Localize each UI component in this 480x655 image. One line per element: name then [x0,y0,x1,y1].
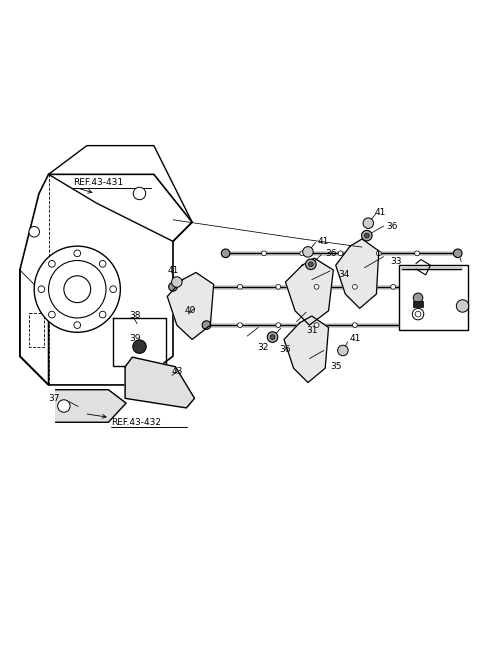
Circle shape [238,323,242,328]
Polygon shape [286,258,333,325]
Circle shape [314,323,319,328]
Text: REF.43-432: REF.43-432 [111,418,161,427]
Circle shape [309,262,313,267]
Circle shape [364,233,369,238]
Circle shape [306,259,316,270]
Polygon shape [284,316,328,383]
Text: 41: 41 [318,237,329,246]
Circle shape [64,276,91,303]
Text: 31: 31 [306,326,318,335]
Circle shape [238,284,242,290]
Circle shape [270,335,275,339]
Bar [413,301,423,307]
Text: REF.43-431: REF.43-431 [73,178,123,187]
Circle shape [276,323,281,328]
Circle shape [376,251,381,255]
Circle shape [99,311,106,318]
Circle shape [352,323,357,328]
Text: 36: 36 [386,221,397,231]
Circle shape [415,251,420,255]
Text: 3: 3 [412,292,418,301]
Bar [399,265,468,330]
Circle shape [110,286,117,293]
Circle shape [58,400,70,412]
Text: 1: 1 [460,267,466,276]
Circle shape [415,311,421,317]
Text: 41: 41 [412,293,424,303]
Text: 41: 41 [167,265,179,274]
Text: 38: 38 [129,311,141,320]
Circle shape [74,250,81,257]
Circle shape [99,261,106,267]
Text: 43: 43 [172,367,183,376]
Circle shape [267,332,278,343]
Polygon shape [56,390,126,422]
Text: 36: 36 [325,249,336,258]
Circle shape [48,261,106,318]
Circle shape [48,311,55,318]
Circle shape [338,251,343,255]
Text: 2: 2 [435,301,441,310]
Text: 32: 32 [257,343,269,352]
Circle shape [168,282,177,291]
Circle shape [352,284,357,290]
Circle shape [133,187,146,200]
Text: 39: 39 [129,333,141,343]
Circle shape [412,309,424,320]
Circle shape [48,261,55,267]
Circle shape [361,231,372,241]
Polygon shape [336,239,379,309]
Text: 41: 41 [455,289,466,297]
Circle shape [456,300,469,312]
Text: 36: 36 [279,345,291,354]
Circle shape [363,218,373,229]
Circle shape [276,284,281,290]
Text: 34: 34 [338,271,349,279]
Circle shape [74,322,81,328]
Text: 40: 40 [185,307,196,315]
Circle shape [314,284,319,290]
Circle shape [202,321,211,329]
Text: 41: 41 [349,333,360,343]
Circle shape [454,249,462,257]
Circle shape [262,251,266,255]
Text: 41: 41 [375,208,386,217]
Circle shape [405,302,415,312]
Circle shape [221,249,230,257]
Text: 35: 35 [330,362,341,371]
Circle shape [171,277,182,288]
Circle shape [415,282,424,291]
Circle shape [133,340,146,353]
Circle shape [34,246,120,332]
Circle shape [300,251,305,255]
Circle shape [391,284,396,290]
Text: 33: 33 [391,257,402,266]
Circle shape [455,291,466,302]
Text: 37: 37 [48,394,60,403]
Circle shape [337,345,348,356]
Circle shape [303,247,313,257]
Circle shape [29,227,39,237]
Circle shape [413,293,423,303]
Polygon shape [167,272,214,339]
Circle shape [406,321,414,329]
Circle shape [38,286,45,293]
Polygon shape [125,357,194,408]
